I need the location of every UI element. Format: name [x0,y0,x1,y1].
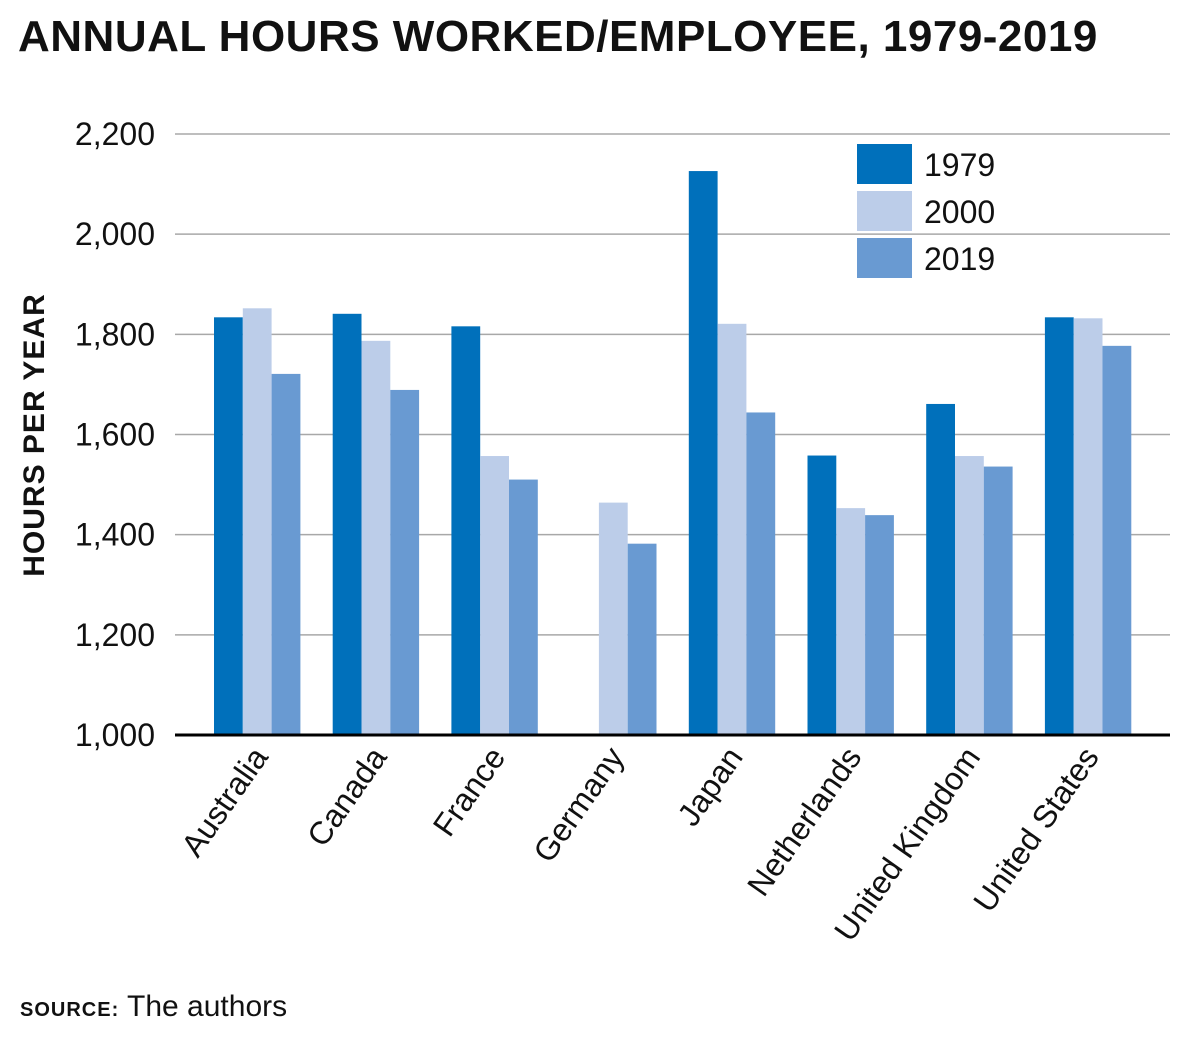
bar-2019 [983,466,1013,735]
y-tick-label: 1,000 [75,717,155,753]
chart-title: ANNUAL HOURS WORKED/EMPLOYEE, 1979-2019 [18,12,1098,61]
legend-swatch-1979 [857,144,912,184]
x-category-label: Germany [526,740,631,868]
bar-2019 [865,515,894,735]
y-tick-label: 2,000 [75,216,155,252]
bar-2019 [627,543,657,735]
bar-2019 [390,389,420,735]
bar-1979 [926,403,955,735]
bar-1979 [214,317,243,735]
bar-2000 [836,508,866,735]
x-category-label: France [426,740,513,842]
bars [214,171,1132,736]
legend-label-1979: 1979 [924,147,995,183]
y-tick-label: 1,400 [75,517,155,553]
bar-2000 [361,340,391,735]
bar-2019 [509,479,538,735]
source-note: SOURCE: The authors [20,990,287,1024]
bar-1979 [451,326,481,735]
legend-label-2019: 2019 [924,241,995,277]
bar-2000 [480,456,509,735]
y-tick-label: 1,200 [75,617,155,653]
legend-label-2000: 2000 [924,194,995,230]
bar-2019 [746,412,776,735]
y-tick-label: 1,800 [75,316,155,352]
bar-1979 [688,171,718,736]
bar-2019 [1102,345,1132,735]
legend-swatch-2000 [857,191,912,231]
source-text: The authors [127,990,288,1023]
x-category-label: Australia [174,740,275,863]
x-category-label: Netherlands [740,740,868,902]
y-axis-title: HOURS PER YEAR [18,293,51,577]
bar-2000 [242,308,272,735]
legend-swatch-2019 [857,238,912,278]
bar-1979 [332,313,362,735]
bar-1979 [1044,317,1074,735]
gridlines [175,133,1170,636]
bar-2019 [271,373,301,735]
legend: 1979 2000 2019 [857,144,995,278]
x-category-label: Japan [670,740,749,832]
y-tick-label: 2,200 [75,116,155,152]
bar-2000 [598,502,628,735]
bar-2000 [1073,318,1103,735]
y-tick-label: 1,600 [75,417,155,453]
bar-1979 [807,455,837,735]
y-axis-ticks: 1,000 1,200 1,400 1,600 1,800 2,000 2,200 [75,116,155,753]
x-category-label: United States [966,740,1106,918]
bar-2000 [955,456,984,735]
source-label: SOURCE: [20,999,120,1021]
x-axis-categories: Australia Canada France Germany JapanNetherl… [174,740,1106,947]
bar-2000 [717,323,747,735]
x-category-label: Canada [300,740,394,853]
